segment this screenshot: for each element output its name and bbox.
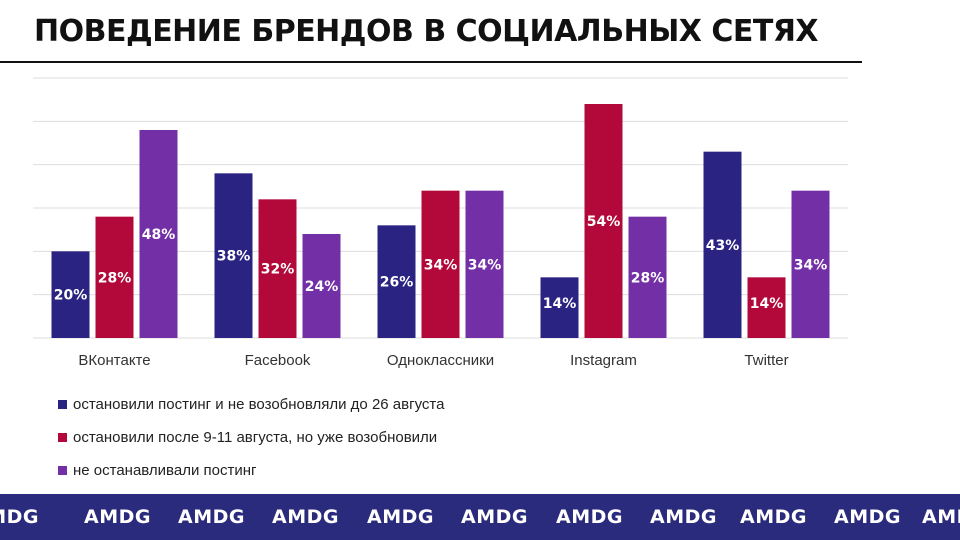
- legend-label-series-3: не останавливали постинг: [73, 462, 257, 479]
- chart-legend: остановили постинг и не возобновляли до …: [58, 388, 444, 487]
- footer-brand-logo: AMDG: [740, 506, 807, 528]
- data-label: 26%: [380, 275, 414, 291]
- bar-series-2: [258, 199, 297, 338]
- data-label: 54%: [587, 214, 621, 230]
- bar-chart: 20% 28% 48% ВКонтакте 38% 32% 24% Facebook 26% 34…: [33, 77, 848, 369]
- bar-series-1: [214, 173, 253, 338]
- data-label: 34%: [468, 257, 502, 273]
- footer-brand-logo: AMDG: [922, 506, 960, 528]
- bar-series-2: [747, 277, 786, 338]
- footer-brand-logo: AMDG: [650, 506, 717, 528]
- data-label: 14%: [543, 296, 577, 312]
- data-label: 28%: [631, 270, 665, 286]
- bar-series-2: [584, 104, 623, 338]
- bar-series-3: [139, 130, 178, 338]
- legend-label-series-1: остановили постинг и не возобновляли до …: [73, 396, 445, 413]
- data-label: 34%: [424, 257, 458, 273]
- data-label: 14%: [750, 296, 784, 312]
- legend-swatch-series-3: [58, 466, 67, 475]
- data-label: 34%: [794, 257, 828, 273]
- bar-series-2: [95, 216, 134, 338]
- legend-label-series-2: остановили после 9-11 августа, но уже во…: [73, 429, 438, 446]
- bar-series-3: [302, 234, 341, 338]
- bar-series-1: [51, 251, 90, 338]
- footer-brand-logo: AMDG: [272, 506, 339, 528]
- bar-series-3: [465, 190, 504, 338]
- x-tick-label: Twitter: [744, 352, 788, 369]
- legend-swatch-series-1: [58, 400, 67, 409]
- legend-item-series-3: не останавливали постинг: [58, 454, 444, 487]
- x-tick-label: Одноклассники: [387, 352, 494, 369]
- bar-series-1: [703, 151, 742, 338]
- x-tick-label: Facebook: [245, 352, 311, 369]
- data-label: 28%: [98, 270, 132, 286]
- data-label: 32%: [261, 262, 295, 278]
- legend-item-series-2: остановили после 9-11 августа, но уже во…: [58, 421, 444, 454]
- data-label: 43%: [706, 238, 740, 254]
- data-label: 38%: [217, 249, 251, 265]
- footer-brand-logo: AMDG: [84, 506, 151, 528]
- data-label: 48%: [142, 227, 176, 243]
- footer-brand-strip: AMDG AMDG AMDG AMDG AMDG AMDG AMDG AMDG …: [0, 494, 960, 540]
- legend-swatch-series-2: [58, 433, 67, 442]
- footer-brand-logo: AMDG: [178, 506, 245, 528]
- data-label: 24%: [305, 279, 339, 295]
- title-underline: [0, 61, 862, 63]
- footer-brand-logo: AMDG: [556, 506, 623, 528]
- page-title: ПОВЕДЕНИЕ БРЕНДОВ В СОЦИАЛЬНЫХ СЕТЯХ: [34, 14, 819, 49]
- legend-item-series-1: остановили постинг и не возобновляли до …: [58, 388, 444, 421]
- x-tick-label: ВКонтакте: [78, 352, 150, 369]
- bar-series-1: [377, 225, 416, 338]
- bar-series-3: [628, 216, 667, 338]
- footer-brand-logo: AMDG: [367, 506, 434, 528]
- footer-brand-logo: AMDG: [461, 506, 528, 528]
- bar-series-3: [791, 190, 830, 338]
- x-tick-label: Instagram: [570, 352, 637, 369]
- bar-series-2: [421, 190, 460, 338]
- footer-brand-logo: AMDG: [0, 506, 39, 528]
- data-label: 20%: [54, 288, 88, 304]
- footer-brand-logo: AMDG: [834, 506, 901, 528]
- bar-series-1: [540, 277, 579, 338]
